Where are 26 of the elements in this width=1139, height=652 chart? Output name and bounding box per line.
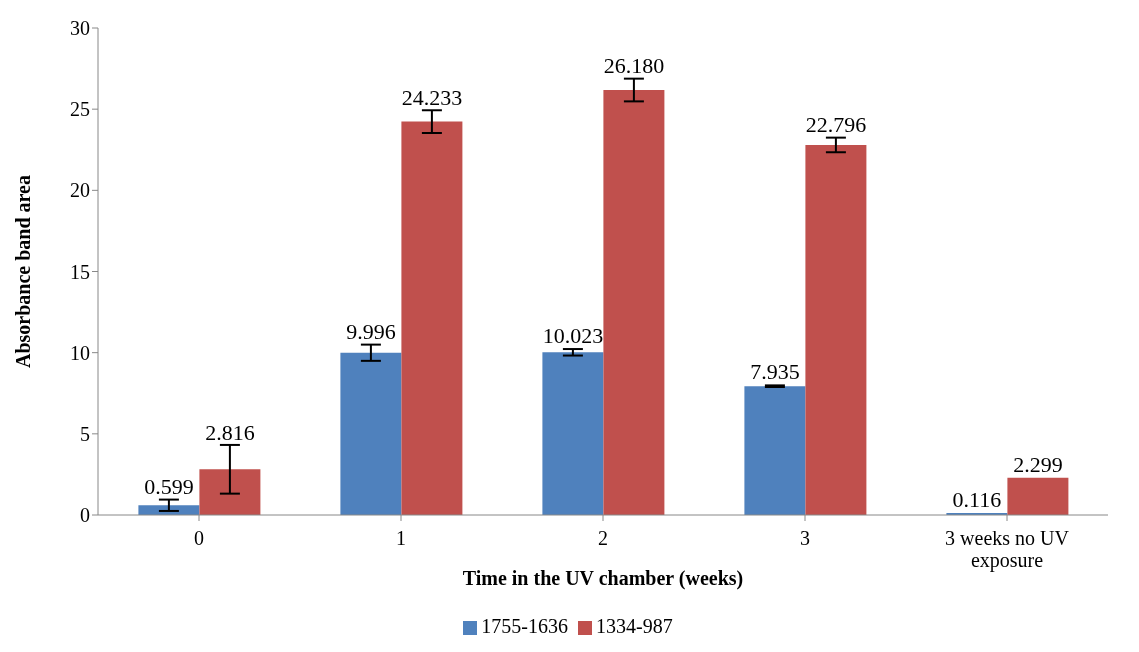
x-tick-label: 3 weeks no UV exposure bbox=[945, 527, 1070, 572]
legend-label: 1334-987 bbox=[596, 615, 673, 637]
x-tick-label: 1 bbox=[396, 527, 406, 549]
text: 2.816 bbox=[205, 419, 255, 445]
y-tick-label: 30 bbox=[70, 17, 90, 40]
text: 2.299 bbox=[1013, 451, 1063, 477]
y-tick-label: 0 bbox=[80, 504, 90, 527]
text: 24.233 bbox=[401, 84, 463, 110]
x-tick-label: 2 bbox=[598, 527, 608, 549]
x-tick-label: 3 bbox=[800, 527, 810, 549]
text: 9.996 bbox=[346, 318, 396, 344]
text: 22.796 bbox=[805, 111, 867, 137]
y-tick-label: 15 bbox=[70, 260, 90, 283]
text: 10.023 bbox=[542, 323, 604, 349]
text: 0.599 bbox=[144, 473, 194, 499]
text: 26.180 bbox=[603, 53, 665, 79]
x-tick-label: 0 bbox=[194, 527, 204, 549]
y-axis-title: Absorbance band area bbox=[12, 175, 35, 368]
x-axis-title: Time in the UV chamber (weeks) bbox=[462, 567, 744, 590]
legend-label: 1755-1636 bbox=[481, 615, 568, 637]
y-tick-label: 20 bbox=[70, 179, 90, 202]
text: 0.116 bbox=[952, 487, 1002, 513]
y-tick-label: 10 bbox=[70, 341, 90, 364]
y-tick-label: 5 bbox=[80, 422, 90, 445]
y-tick-label: 25 bbox=[70, 98, 90, 121]
text: 7.935 bbox=[750, 359, 800, 385]
